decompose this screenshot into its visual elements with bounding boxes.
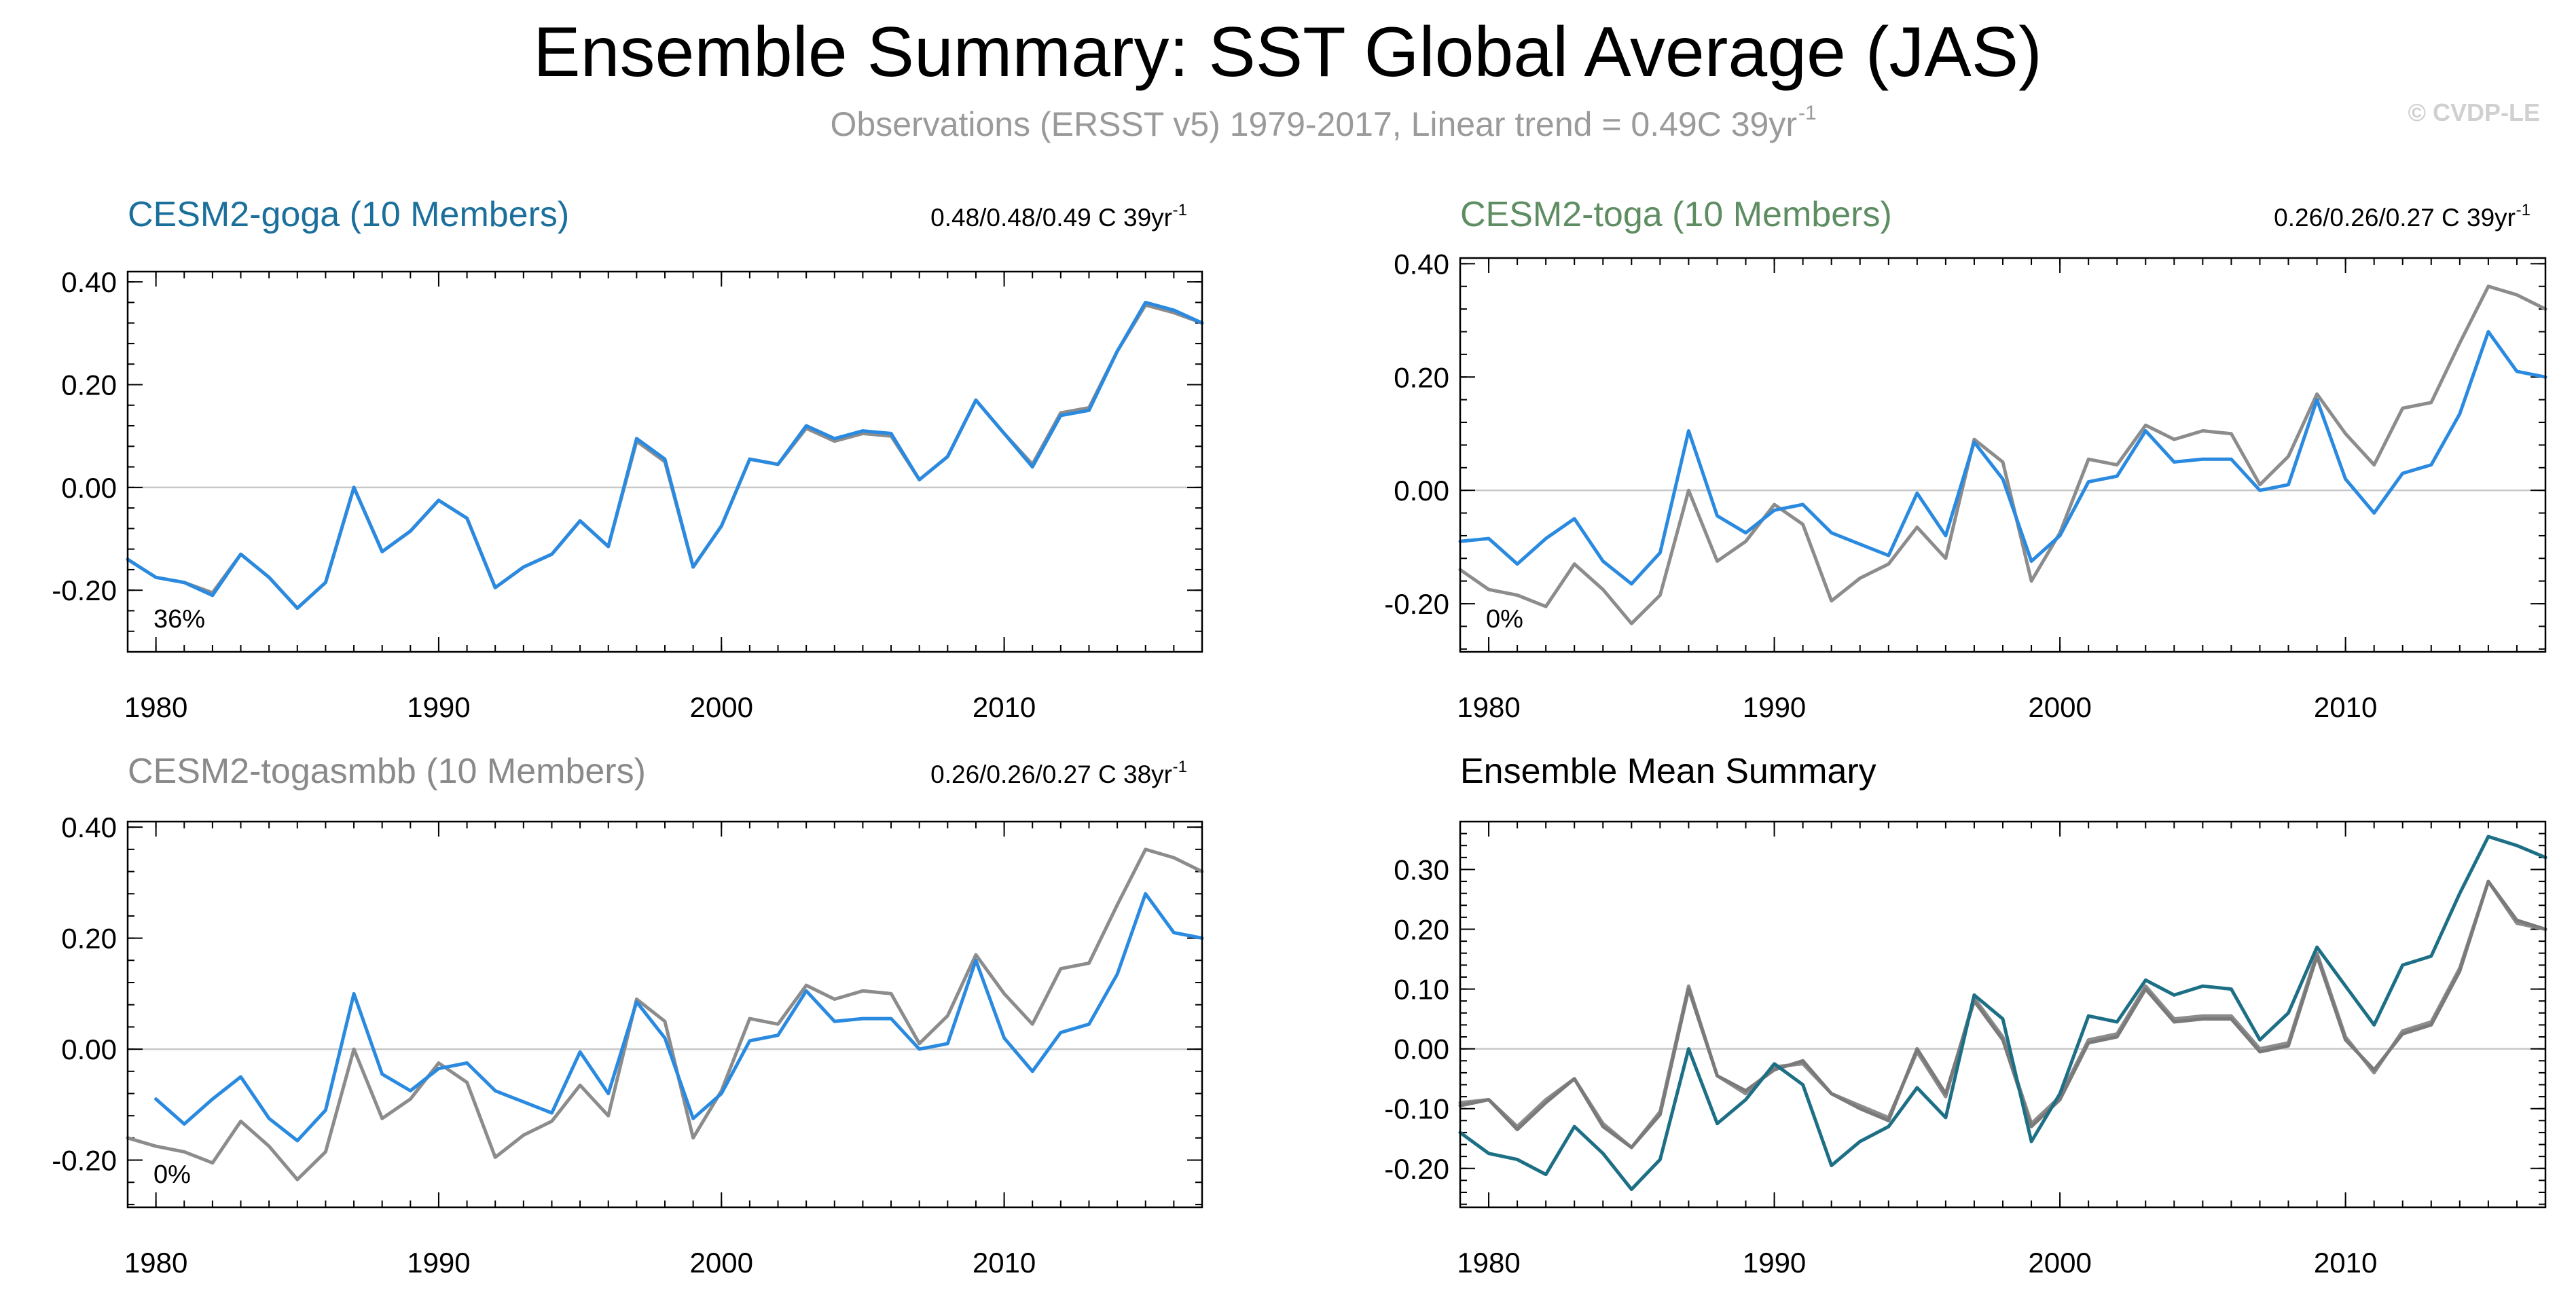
trend-superscript: -1	[2516, 201, 2530, 219]
series-line-3	[1458, 835, 2547, 1192]
x-tick-label: 2010	[973, 691, 1036, 723]
y-tick-label: -0.20	[1384, 588, 1449, 620]
figure-subtitle-superscript: -1	[1798, 102, 1817, 124]
x-tick-label: 1990	[1743, 1247, 1806, 1279]
panel-title: CESM2-toga (10 Members)	[1460, 195, 1892, 234]
trend-text: 0.26/0.26/0.27 C 38yr	[930, 761, 1172, 788]
series-line-2	[1458, 879, 2547, 1150]
plot-frame	[1459, 257, 2547, 653]
credit-label: © CVDP-LE	[2408, 98, 2540, 126]
x-tick-label: 2000	[690, 691, 753, 723]
y-tick-label: 0.40	[1394, 248, 1449, 280]
y-tick-label: 0.20	[1394, 914, 1449, 946]
y-tick-label: 0.30	[1394, 854, 1449, 885]
y-tick-label: -0.20	[52, 1145, 117, 1177]
series-line-1	[126, 847, 1204, 1181]
panel-cesm2-toga: -0.20 0.00 0.20 0.40 1980 1990 2000 2010 CESM2-t…	[1384, 195, 2547, 723]
trend-superscript: -1	[1173, 758, 1187, 776]
series-line-2	[154, 892, 1204, 1143]
panel-title: Ensemble Mean Summary	[1460, 752, 1876, 791]
figure-title: Ensemble Summary: SST Global Average (JA…	[533, 13, 2042, 92]
series-line-2	[1458, 330, 2547, 586]
series-line-1	[1458, 285, 2547, 625]
y-tick-label: 0.00	[1394, 475, 1449, 507]
y-tick-label: 0.40	[61, 266, 117, 298]
x-tick-label: 2000	[690, 1247, 753, 1279]
x-tick-label: 2000	[2028, 1247, 2091, 1279]
y-tick-label: 0.10	[1394, 974, 1449, 1006]
x-tick-label: 2000	[2028, 691, 2091, 723]
x-tick-label: 1980	[124, 691, 187, 723]
series-line-2	[126, 300, 1204, 610]
y-tick-label: 0.00	[61, 1033, 117, 1065]
percent-annotation: 0%	[1486, 605, 1523, 634]
panel-cesm2-togasmbb: -0.20 0.00 0.20 0.40 1980 1990 2000 2010 CESM2-t…	[52, 752, 1204, 1279]
y-tick-label: 0.00	[61, 472, 117, 504]
percent-annotation: 0%	[153, 1160, 191, 1189]
y-tick-label: -0.20	[52, 574, 117, 606]
plot-frame	[126, 270, 1203, 653]
y-tick-label: 0.20	[61, 369, 117, 401]
trend-superscript: -1	[1173, 201, 1187, 219]
plot-frame	[1459, 820, 2547, 1209]
trend-text: 0.48/0.48/0.49 C 39yr	[930, 204, 1172, 232]
plot-frame	[126, 820, 1203, 1209]
percent-annotation: 36%	[153, 605, 205, 634]
y-tick-label: 0.40	[61, 811, 117, 843]
x-tick-label: 1990	[407, 1247, 470, 1279]
y-tick-label: -0.10	[1384, 1093, 1449, 1125]
x-tick-label: 2010	[973, 1247, 1036, 1279]
x-tick-label: 1990	[407, 691, 470, 723]
series-line-1	[1458, 879, 2547, 1150]
panel-cesm2-goga: -0.20 0.00 0.20 0.40 1980 1990 2000 2010 CESM2-g…	[52, 195, 1204, 723]
y-tick-label: 0.20	[1394, 361, 1449, 393]
x-tick-label: 2010	[2314, 691, 2377, 723]
x-tick-label: 1980	[1457, 691, 1520, 723]
panel-ensemble-mean-summary: -0.20 -0.10 0.00 0.10 0.20 0.30 1980 1990 2000 20…	[1384, 752, 2547, 1279]
x-tick-label: 1980	[124, 1247, 187, 1279]
panel-title: CESM2-goga (10 Members)	[128, 195, 569, 234]
figure-subtitle: Observations (ERSST v5) 1979-2017, Linea…	[831, 105, 1797, 143]
y-tick-label: 0.00	[1394, 1033, 1449, 1065]
x-tick-label: 1980	[1457, 1247, 1520, 1279]
series-line-1	[126, 303, 1204, 610]
panel-title: CESM2-togasmbb (10 Members)	[128, 752, 646, 791]
y-tick-label: -0.20	[1384, 1153, 1449, 1185]
trend-text: 0.26/0.26/0.27 C 39yr	[2274, 204, 2516, 232]
y-tick-label: 0.20	[61, 923, 117, 955]
x-tick-label: 2010	[2314, 1247, 2377, 1279]
x-tick-label: 1990	[1743, 691, 1806, 723]
